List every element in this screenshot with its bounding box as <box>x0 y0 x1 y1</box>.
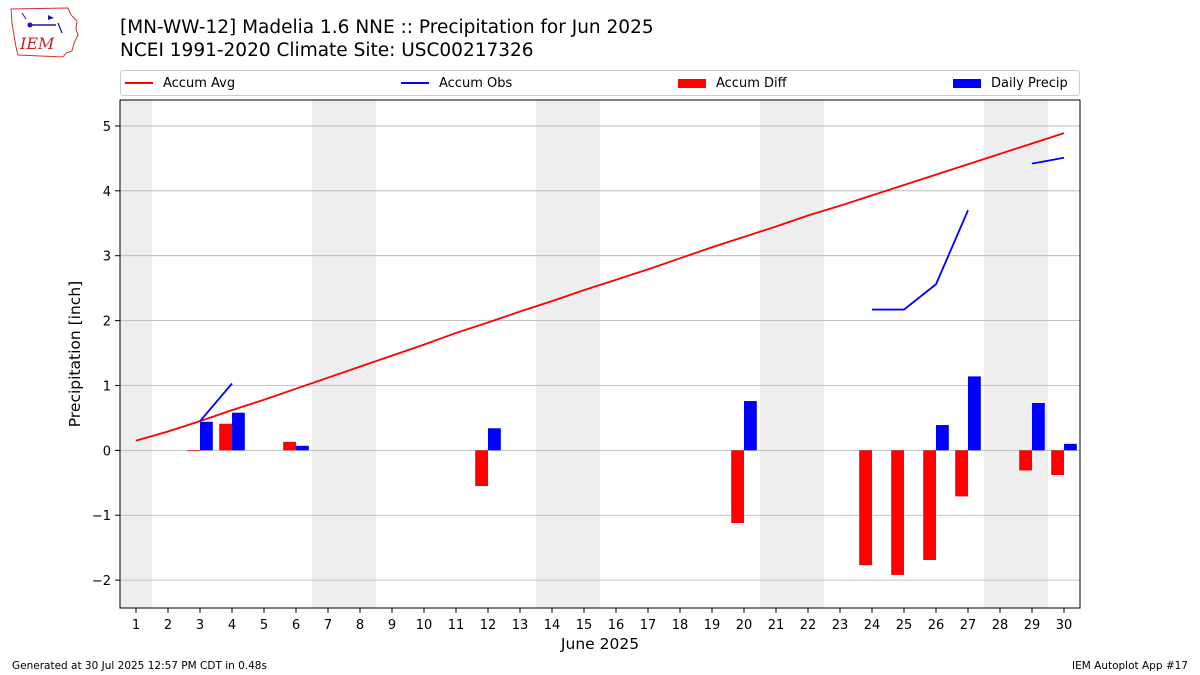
legend-swatch-line <box>125 82 153 84</box>
y-tick-label: 3 <box>103 250 111 265</box>
x-tick-label: 21 <box>768 618 785 633</box>
x-tick-label: 28 <box>992 618 1009 633</box>
accum-diff-bar <box>955 450 968 497</box>
daily-precip-bar <box>296 445 309 451</box>
axes-frame <box>119 99 1081 609</box>
daily-precip-bar <box>1032 402 1045 451</box>
x-tick-label: 5 <box>260 618 268 633</box>
x-tick-label: 4 <box>228 618 236 633</box>
x-tick-label: 7 <box>324 618 332 633</box>
daily-precip-bar <box>200 421 213 451</box>
chart-legend: Accum Avg Accum Obs Accum Diff Daily Pre… <box>120 70 1080 96</box>
accum-obs-line <box>872 209 969 311</box>
x-tick-label: 15 <box>576 618 593 633</box>
weekend-shade <box>312 100 376 608</box>
y-tick-label: 0 <box>103 444 111 459</box>
x-tick-label: 13 <box>512 618 529 633</box>
accum-obs-line <box>199 382 233 422</box>
accum-diff-bar <box>923 450 936 560</box>
daily-precip-bar <box>488 428 501 451</box>
x-tick-label: 23 <box>832 618 849 633</box>
y-tick-label: −1 <box>92 509 111 524</box>
y-tick-label: −2 <box>92 574 111 589</box>
x-tick-label: 1 <box>132 618 140 633</box>
accum-obs-line <box>1031 156 1065 165</box>
accum-diff-bar <box>475 450 488 487</box>
chart-title: [MN-WW-12] Madelia 1.6 NNE :: Precipitat… <box>120 17 654 38</box>
plot-area <box>120 100 1080 608</box>
x-axis-label: June 2025 <box>560 635 639 653</box>
weekend-shade <box>984 100 1048 608</box>
chart-subtitle: NCEI 1991-2020 Climate Site: USC00217326 <box>120 40 534 61</box>
x-tick-label: 30 <box>1056 618 1073 633</box>
legend-label: Accum Avg <box>163 75 236 91</box>
x-tick-label: 2 <box>164 618 172 633</box>
legend-swatch-box <box>678 78 706 88</box>
x-tick-label: 22 <box>800 618 817 633</box>
daily-precip-bar <box>968 376 981 451</box>
x-tick-label: 6 <box>292 618 300 633</box>
y-tick-label: 4 <box>103 185 111 200</box>
svg-text:IEM: IEM <box>19 34 55 53</box>
legend-label: Accum Obs <box>439 75 513 91</box>
x-tick-label: 9 <box>388 618 396 633</box>
accum-diff-bar <box>1019 450 1032 471</box>
x-tick-label: 27 <box>960 618 977 633</box>
footer-generated: Generated at 30 Jul 2025 12:57 PM CDT in… <box>12 660 267 672</box>
x-tick-label: 14 <box>544 618 561 633</box>
legend-swatch-box <box>953 78 981 88</box>
x-tick-label: 11 <box>448 618 465 633</box>
x-tick-label: 17 <box>640 618 657 633</box>
x-tick-label: 12 <box>480 618 497 633</box>
accum-diff-bar <box>187 450 200 452</box>
iem-logo: IEM <box>8 5 80 59</box>
daily-precip-bar <box>936 425 949 451</box>
y-tick-label: 5 <box>103 120 111 135</box>
accum-diff-bar <box>1051 450 1064 475</box>
weekend-shade <box>760 100 824 608</box>
legend-item-accum-avg: Accum Avg <box>125 74 235 92</box>
daily-precip-bar <box>744 401 757 451</box>
x-tick-label: 20 <box>736 618 753 633</box>
y-axis-label: Precipitation [inch] <box>66 281 84 427</box>
x-tick-label: 25 <box>896 618 913 633</box>
x-tick-label: 10 <box>416 618 433 633</box>
accum-diff-bar <box>731 450 744 524</box>
accum-avg-line <box>135 132 1065 442</box>
daily-precip-bar <box>232 412 245 451</box>
daily-precip-bar <box>1064 443 1077 451</box>
x-tick-label: 19 <box>704 618 721 633</box>
y-tick-label: 1 <box>103 379 111 394</box>
x-tick-label: 8 <box>356 618 364 633</box>
weekend-shade <box>536 100 600 608</box>
x-tick-label: 18 <box>672 618 689 633</box>
accum-diff-bar <box>859 450 872 566</box>
x-tick-label: 29 <box>1024 618 1041 633</box>
legend-item-accum-diff: Accum Diff <box>678 74 787 92</box>
legend-item-daily-precip: Daily Precip <box>953 74 1068 92</box>
y-tick-label: 2 <box>103 315 111 330</box>
accum-diff-bar <box>891 450 904 575</box>
weekend-shade <box>120 100 152 608</box>
x-tick-label: 26 <box>928 618 945 633</box>
accum-diff-bar <box>219 423 232 451</box>
legend-swatch-line <box>401 82 429 84</box>
x-tick-label: 16 <box>608 618 625 633</box>
legend-item-accum-obs: Accum Obs <box>401 74 512 92</box>
x-tick-label: 3 <box>196 618 204 633</box>
x-tick-label: 24 <box>864 618 881 633</box>
footer-app: IEM Autoplot App #17 <box>1072 660 1188 672</box>
legend-label: Accum Diff <box>716 75 787 91</box>
legend-label: Daily Precip <box>991 75 1068 91</box>
accum-diff-bar <box>283 441 296 451</box>
